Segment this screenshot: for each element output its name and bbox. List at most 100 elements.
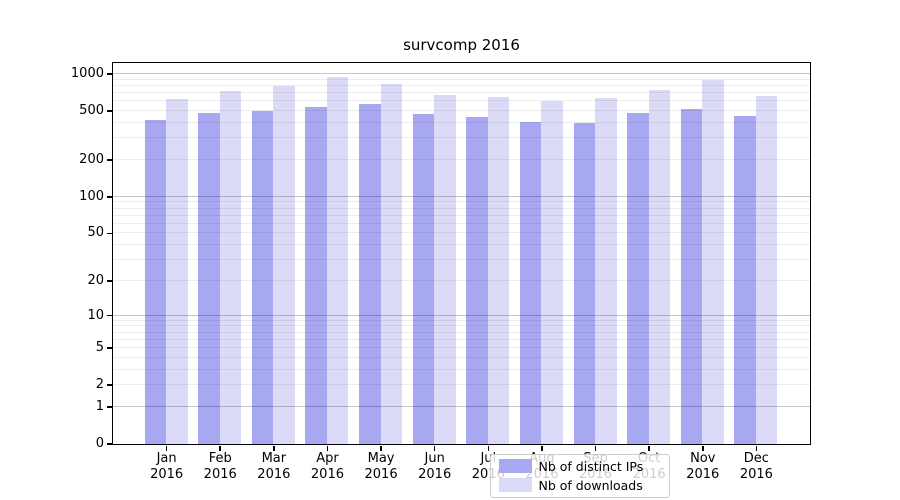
x-tick-label: May 2016 — [364, 451, 398, 482]
y-tick — [106, 347, 112, 349]
plot-area: Nb of distinct IPs Nb of downloads — [111, 61, 811, 498]
x-tick — [219, 446, 221, 451]
legend-row-downloads: Nb of downloads — [498, 477, 669, 493]
minor-gridline — [112, 368, 810, 370]
x-tick — [433, 446, 436, 451]
major-gridline — [112, 195, 810, 197]
minor-gridline — [112, 244, 810, 246]
minor-gridline — [112, 331, 810, 333]
bar-downloads-jan — [166, 99, 188, 444]
minor-gridline — [112, 232, 810, 234]
bar-downloads-nov — [702, 80, 724, 444]
y-tick-label: 5 — [95, 340, 104, 356]
y-tick — [106, 443, 112, 445]
y-tick — [106, 280, 112, 282]
bar-distinct-ips-may — [359, 104, 381, 444]
y-tick — [106, 110, 112, 112]
minor-gridline — [112, 121, 810, 123]
bar-distinct-ips-oct — [627, 112, 649, 444]
y-tick-label: 500 — [79, 103, 104, 119]
minor-gridline — [112, 78, 810, 80]
bar-distinct-ips-jun — [412, 113, 435, 444]
bar-downloads-dec — [755, 95, 778, 444]
bar-downloads-mar — [273, 86, 295, 444]
x-tick-label: Jun 2016 — [418, 451, 452, 482]
minor-gridline — [112, 356, 810, 358]
x-tick — [487, 446, 490, 451]
minor-gridline — [112, 259, 810, 261]
bar-distinct-ips-mar — [251, 111, 274, 444]
major-gridline — [112, 314, 810, 316]
x-tick — [702, 446, 704, 451]
x-tick-label: Nov 2016 — [686, 451, 720, 482]
bar-distinct-ips-dec — [734, 116, 756, 444]
y-tick-label: 100 — [79, 188, 104, 204]
x-tick — [594, 446, 597, 451]
minor-gridline — [112, 319, 810, 321]
bar-distinct-ips-aug — [519, 121, 542, 444]
minor-gridline — [112, 201, 810, 203]
minor-gridline — [112, 325, 810, 327]
major-gridline — [112, 73, 810, 74]
bar-downloads-oct — [648, 90, 671, 444]
legend-swatch-downloads — [498, 478, 532, 492]
minor-gridline — [112, 222, 810, 224]
minor-gridline — [112, 214, 810, 216]
x-tick-label: Dec 2016 — [739, 451, 773, 482]
bar-distinct-ips-sep — [573, 122, 596, 444]
bar-downloads-jul — [487, 96, 510, 444]
y-tick — [106, 314, 112, 317]
x-tick — [755, 446, 758, 451]
minor-gridline — [112, 137, 810, 139]
bar-downloads-aug — [541, 100, 563, 444]
bar-distinct-ips-feb — [198, 112, 220, 444]
major-gridline — [112, 405, 810, 407]
legend-swatch-distinct-ips — [498, 459, 532, 473]
x-tick — [273, 446, 275, 451]
minor-gridline — [112, 84, 810, 86]
y-tick-label: 50 — [87, 225, 104, 241]
x-tick-label: Apr 2016 — [310, 451, 344, 482]
y-tick — [106, 196, 112, 198]
y-tick — [106, 232, 112, 235]
y-tick — [106, 73, 112, 75]
minor-gridline — [112, 279, 810, 281]
y-tick-label: 1000 — [70, 66, 104, 81]
bars-layer — [113, 63, 810, 444]
y-tick-label: 10 — [87, 307, 104, 323]
y-tick — [106, 159, 112, 161]
grid-layer — [112, 63, 810, 444]
x-tick-label: Mar 2016 — [257, 451, 291, 482]
x-tick — [380, 446, 382, 451]
x-tick-label: Feb 2016 — [203, 451, 237, 482]
y-tick-label: 200 — [79, 151, 104, 167]
minor-gridline — [112, 100, 810, 102]
minor-gridline — [112, 207, 810, 209]
legend: Nb of distinct IPs Nb of downloads — [489, 453, 670, 498]
minor-gridline — [112, 384, 810, 386]
legend-row-distinct-ips: Nb of distinct IPs — [498, 458, 669, 474]
bar-downloads-apr — [326, 77, 349, 444]
bar-distinct-ips-jul — [466, 116, 488, 444]
legend-label-distinct-ips: Nb of distinct IPs — [538, 458, 644, 474]
bar-downloads-sep — [595, 98, 617, 444]
y-tick-label: 0 — [95, 436, 104, 451]
x-tick — [541, 446, 543, 451]
minor-gridline — [112, 158, 810, 160]
minor-gridline — [112, 347, 810, 349]
bar-downloads-feb — [219, 91, 242, 444]
chart-title: survcomp 2016 — [403, 36, 520, 54]
y-tick-label: 2 — [95, 377, 104, 393]
x-tick — [648, 446, 650, 451]
x-tick-label: Jan 2016 — [150, 451, 184, 482]
bar-distinct-ips-jan — [144, 120, 167, 444]
y-tick-label: 20 — [87, 272, 104, 288]
y-tick — [106, 406, 112, 408]
bar-downloads-jun — [434, 94, 456, 444]
bar-distinct-ips-nov — [680, 109, 703, 444]
bar-downloads-may — [380, 84, 403, 444]
x-tick — [326, 446, 329, 451]
x-tick — [165, 446, 168, 451]
legend-label-downloads: Nb of downloads — [538, 477, 643, 493]
